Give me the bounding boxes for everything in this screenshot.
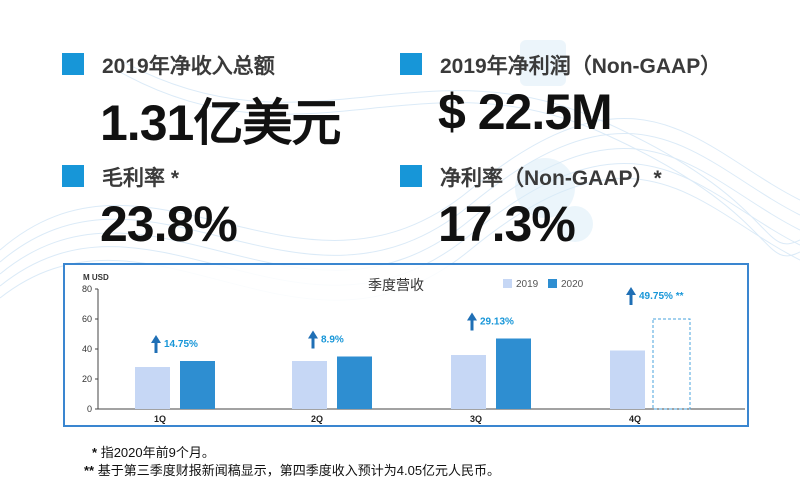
bar-2020-2Q xyxy=(337,356,372,409)
up-arrow-icon xyxy=(151,335,161,353)
footnote-text: 指2020年前9个月。 xyxy=(100,445,215,460)
footnote-text: 基于第三季度财报新闻稿显示，第四季度收入预计为4.05亿元人民币。 xyxy=(97,463,501,478)
chart-title: 季度营收 xyxy=(368,277,424,293)
bar-2019-3Q xyxy=(451,355,486,409)
footnote-mark: ** xyxy=(84,463,95,478)
up-arrow-icon xyxy=(308,330,318,349)
chart-canvas: M USD 0 20 40 60 80 季度营收 2019 2020 14.75% 1Q 8.9% 2Q… xyxy=(82,273,745,424)
kpi-value: $ 22.5M xyxy=(438,84,613,140)
kpi-value: 23.8% xyxy=(100,196,238,252)
kpi-label: 毛利率 * xyxy=(102,167,180,190)
legend-swatch-2019 xyxy=(503,279,512,288)
bar-2020-1Q xyxy=(180,361,215,409)
bar-2020-projected-4Q xyxy=(652,318,691,410)
bar-2019-4Q xyxy=(610,350,645,409)
x-tick-label-4Q: 4Q xyxy=(629,414,641,424)
bullet-square-icon xyxy=(400,53,422,75)
up-arrow-icon xyxy=(626,287,636,305)
footnote-1: * 指2020年前9个月。 xyxy=(92,442,215,461)
bar-2020-3Q xyxy=(496,338,531,409)
growth-label-3Q: 29.13% xyxy=(480,317,514,328)
legend-swatch-2020 xyxy=(548,279,557,288)
bar-2019-2Q xyxy=(292,361,327,409)
bullet-square-icon xyxy=(62,53,84,75)
y-tick-label: 80 xyxy=(82,284,92,294)
kpi-label: 2019年净收入总额 xyxy=(102,55,275,78)
kpi-label: 2019年净利润（Non-GAAP） xyxy=(440,55,722,78)
growth-label-4Q: 49.75% ** xyxy=(639,291,684,302)
growth-label-2Q: 8.9% xyxy=(321,335,344,346)
y-unit-label: M USD xyxy=(83,273,109,282)
y-tick-label: 20 xyxy=(82,374,92,384)
x-tick-label-3Q: 3Q xyxy=(470,414,482,424)
y-tick-label: 0 xyxy=(87,404,92,414)
legend-label-2019: 2019 xyxy=(516,279,539,290)
bar-2019-1Q xyxy=(135,367,170,409)
legend-label-2020: 2020 xyxy=(561,279,584,290)
quarterly-revenue-chart: M USD 0 20 40 60 80 季度营收 2019 2020 14.75% 1Q 8.9% 2Q… xyxy=(63,263,749,427)
kpi-value: 17.3% xyxy=(438,196,576,252)
y-tick-label: 60 xyxy=(82,314,92,324)
footnote-mark: * xyxy=(92,445,98,460)
kpi-value: 1.31亿美元 xyxy=(100,95,341,151)
kpi-label: 净利率（Non-GAAP）* xyxy=(440,167,662,190)
x-tick-label-2Q: 2Q xyxy=(311,414,323,424)
bullet-square-icon xyxy=(400,165,422,187)
footnote-2: ** 基于第三季度财报新闻稿显示，第四季度收入预计为4.05亿元人民币。 xyxy=(84,460,500,479)
bullet-square-icon xyxy=(62,165,84,187)
growth-label-1Q: 14.75% xyxy=(164,339,198,350)
y-tick-label: 40 xyxy=(82,344,92,354)
x-tick-label-1Q: 1Q xyxy=(154,414,166,424)
up-arrow-icon xyxy=(467,312,477,331)
